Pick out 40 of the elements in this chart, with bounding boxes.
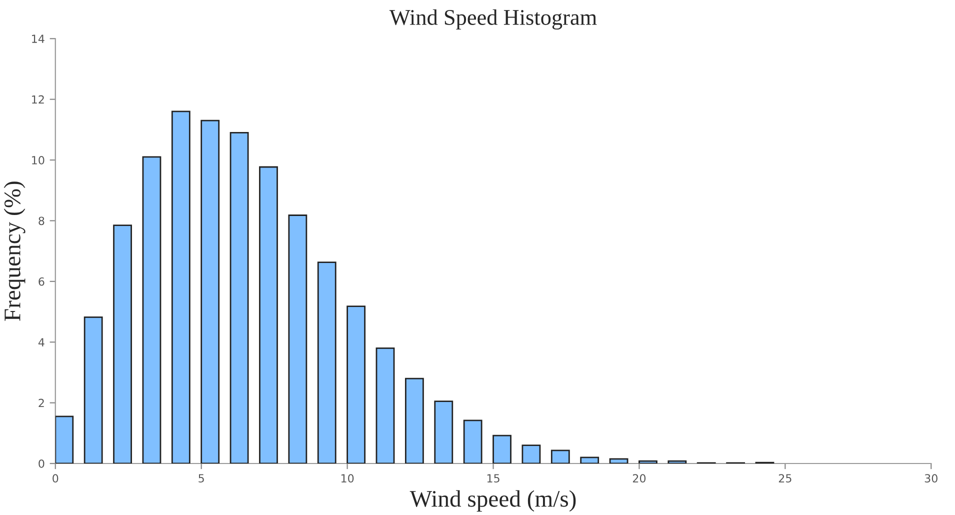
bar <box>113 224 132 464</box>
bar <box>609 458 628 464</box>
bar <box>230 132 249 464</box>
y-tick-label: 10 <box>32 156 44 164</box>
bar <box>259 166 278 464</box>
y-tick-label: 2 <box>38 398 44 408</box>
bar <box>638 460 658 464</box>
bar <box>200 120 220 464</box>
x-tick-label: 25 <box>778 474 792 483</box>
x-tick-label: 5 <box>198 474 204 483</box>
chart-title: Wind Speed Histogram <box>389 9 597 30</box>
y-tick-label: 12 <box>32 95 44 104</box>
bar <box>492 434 512 464</box>
y-tick-label: 4 <box>38 338 44 346</box>
x-tick-label: 0 <box>52 474 58 483</box>
bar <box>317 262 336 464</box>
bar <box>434 400 454 464</box>
x-tick-label: 30 <box>924 474 938 483</box>
y-axis-title: Frequency (%) <box>4 182 26 321</box>
bar <box>668 460 687 464</box>
y-tick-label: 8 <box>38 216 44 226</box>
y-tick-label: 14 <box>32 34 44 43</box>
bar <box>84 316 103 464</box>
bar <box>346 306 366 464</box>
bar <box>463 420 482 464</box>
bar <box>550 450 570 464</box>
x-tick-label: 15 <box>487 474 500 483</box>
bar <box>404 378 424 464</box>
bar <box>55 416 74 464</box>
bar <box>580 456 600 464</box>
bar <box>171 110 190 464</box>
bar <box>376 347 395 464</box>
y-tick-label: 0 <box>38 459 44 468</box>
bar <box>522 444 541 464</box>
bar <box>288 214 308 464</box>
bar <box>142 156 162 464</box>
y-tick-label: 6 <box>38 277 44 286</box>
x-axis-title: Wind speed (m/s) <box>410 490 576 512</box>
x-tick-label: 10 <box>341 474 354 483</box>
x-tick-label: 20 <box>632 474 646 483</box>
